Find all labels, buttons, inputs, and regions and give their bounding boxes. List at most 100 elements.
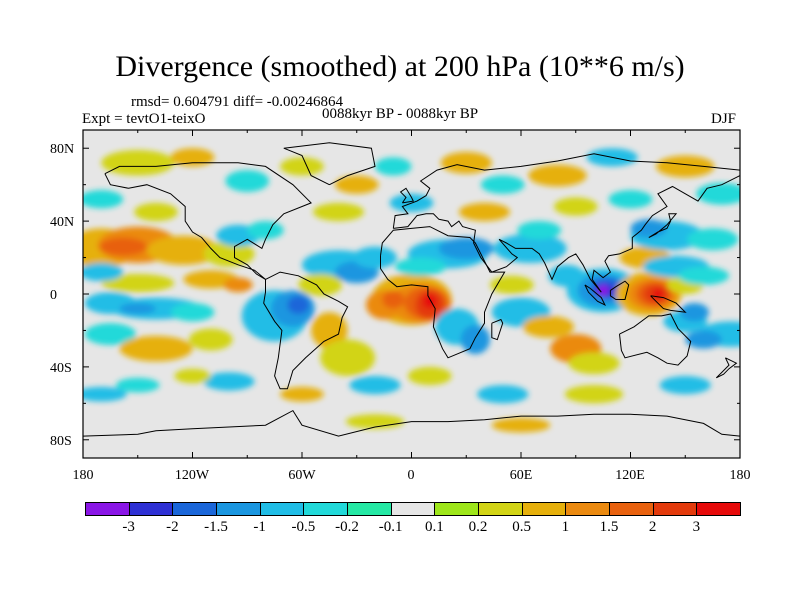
contour-patch [517,221,562,240]
coastline [584,284,606,306]
contour-patch [480,175,525,194]
colorbar-swatch [390,502,436,516]
contour-patch [203,372,255,391]
colorbar-swatch [303,502,348,516]
contour-patch [687,228,739,251]
contour-patch [146,235,220,265]
contour-patch [247,221,284,240]
lon-tick-120w: 120W [174,468,210,483]
axis-ticks [82,130,741,458]
contour-patch [298,273,343,296]
colorbar-swatch [521,502,567,516]
colorbar-label: 1 [561,519,570,535]
divergence-field [83,148,740,433]
lon-tick-60w: 60W [288,468,316,483]
period-label: 0088kyr BP - 0088kyr BP [322,106,479,122]
colorbar-swatch [565,502,610,516]
contour-patch [225,170,270,192]
contour-patch [119,335,193,362]
coastline [650,295,687,313]
colorbar-label: -0.2 [335,519,359,535]
contour-patch [119,303,156,315]
contour-patch [564,385,624,404]
contour-patch [203,241,255,267]
contour-patch [334,175,379,194]
contour-patch [280,157,324,176]
colorbar-swatch [85,502,130,516]
coastline [619,313,692,366]
lon-tick-180e: 180 [729,468,751,483]
contour-patch [349,376,401,395]
coastline [83,409,740,437]
contour-patch [101,150,175,176]
contour-patch [407,366,452,386]
contour-patch [491,417,551,433]
season-label: DJF [711,111,737,127]
contour-patch [287,295,310,315]
contour-patch [659,376,711,395]
contour-patch [101,273,175,293]
contour-patch [320,339,375,376]
contour-patch [608,190,653,209]
colorbar-label: 3 [692,519,701,535]
coastline [715,357,738,379]
contour-patch [375,157,412,176]
contour-patch [422,294,438,309]
colorbar-swatch [434,502,479,516]
contour-patch [679,303,709,322]
colorbar-swatch [216,502,261,516]
coastline [393,175,740,293]
coastline [380,226,506,359]
colorbar-swatch [652,502,698,516]
lat-tick-0: 0 [50,288,57,303]
colorbar-label: -0.5 [291,519,316,535]
colorbar-label: -2 [166,519,179,535]
contour-patch [83,386,127,402]
colorbar-label: 0.2 [468,519,488,535]
colorbar-swatch [259,502,305,516]
lon-tick-0: 0 [407,468,415,483]
lat-tick-40n: 40N [50,215,75,230]
coastline [648,213,678,238]
colorbar-swatch [347,502,392,516]
contour-patch [438,237,494,260]
contour-patch [134,202,178,222]
contour-patch [170,303,215,322]
lat-tick-40s: 40S [50,361,72,376]
contour-patch [311,312,348,349]
coastline [263,271,349,390]
contour-patch [83,263,124,282]
coastline [491,318,504,341]
colorbar-label: 0.5 [512,519,532,535]
coastline [104,162,312,280]
contour-patch [174,368,211,384]
lon-tick-120e: 120E [615,468,645,483]
contour-patch [458,202,511,222]
contour-patch [477,385,529,404]
colorbar-swatch [172,502,217,516]
contour-patch [597,284,609,296]
coastlines [83,142,740,437]
contour-patch [170,148,215,167]
coastline [392,153,740,229]
contour-patch [312,202,365,222]
contour-patch [522,315,574,338]
coastline [399,187,415,204]
lon-tick-180w: 180 [72,468,94,483]
lon-tick-60e: 60E [509,468,533,483]
coastline [609,280,630,300]
colorbar-label: -0.1 [378,519,403,535]
contour-patch [188,328,233,351]
contour-patch [685,330,722,349]
colorbar-label: 2 [648,519,657,535]
contour-patch [528,164,587,187]
colorbar-label: 1.5 [599,519,619,535]
stats-label: rmsd= 0.604791 diff= -0.00246864 [131,94,344,110]
contour-patch [353,246,397,269]
colorbar-label: -1.5 [204,519,228,535]
contour-patch [677,266,730,285]
colorbar-label: -3 [122,519,135,535]
contour-patch [84,323,136,346]
lat-tick-80n: 80N [50,142,75,157]
